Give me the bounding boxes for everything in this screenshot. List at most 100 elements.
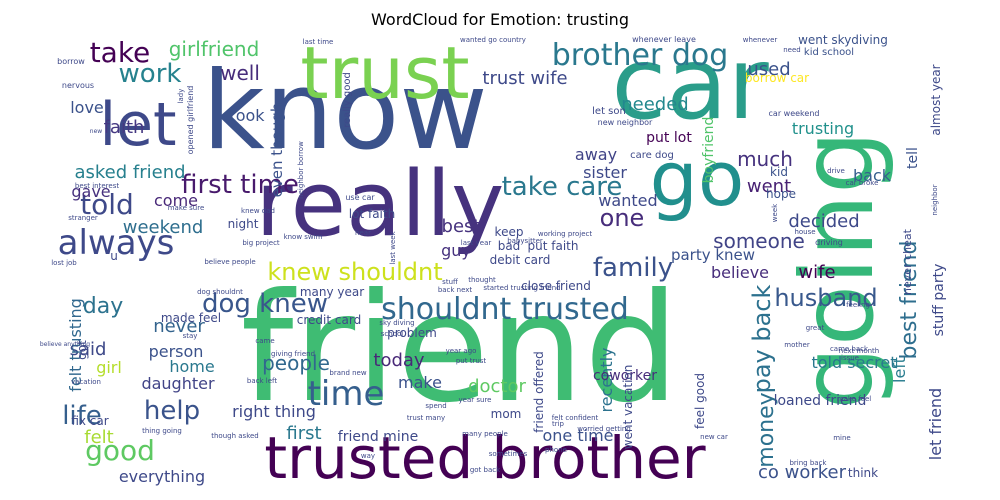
wordcloud-word: put trust [456,357,487,365]
wordcloud-word: dog knew [202,289,328,319]
wordcloud-word: stuff party [931,264,947,337]
wordcloud-word: got [75,340,89,360]
wordcloud-word: wanted [598,191,657,210]
wordcloud-word: driving [815,238,843,247]
wordcloud-word: mother [784,341,810,349]
wordcloud-word: people [262,351,330,375]
wordcloud-word: co worker [758,462,847,483]
wordcloud-word: credit card [297,313,361,327]
wordcloud-word: daughter [141,374,215,393]
wordcloud-word: started trusting friend [483,284,560,292]
wordcloud-word: nervous [62,81,94,90]
wordcloud-word: borrow [57,57,85,66]
wordcloud-word: bad [498,239,521,253]
wordcloud-word: whenever [743,36,778,44]
wordcloud-word: go [650,134,745,223]
wordcloud-word: opened girlfriend [186,86,195,155]
wordcloud-word: really [256,152,505,257]
wordcloud-word: coworker [593,368,657,384]
wordcloud-word: many people [462,430,508,438]
wordcloud-word: recently [597,347,616,412]
wordcloud-word: friend mine [338,429,418,445]
wordcloud-word: trust many [407,414,445,422]
wordcloud-word: almost year [929,64,943,135]
wordcloud-word: put faith [528,239,579,253]
wordcloud-word: much [737,147,793,171]
wordcloud-word: year ago [446,347,477,355]
wordcloud-word: take care [502,172,623,202]
wordcloud-word: went [747,176,791,197]
wordcloud-word: big project [242,239,280,247]
wordcloud-word: many year [300,285,364,299]
wordcloud-word: car weekend [769,109,820,118]
wordcloud-word: doctor [468,376,526,397]
wordcloud-word: used [747,59,790,80]
wordcloud-word: one [600,204,645,232]
wordcloud-word: came back [830,345,869,353]
wordcloud-word: know swim [284,233,323,241]
wordcloud-word: last time [303,38,334,46]
wordcloud-word: hear [355,229,371,237]
wordcloud-word: though asked [211,432,259,440]
wordcloud-word: even though [268,103,286,198]
wordcloud-word: made feel [161,311,221,325]
wordcloud-word: needed [621,94,688,115]
wordcloud-word: faith [104,117,145,138]
wordcloud-word: knew dad [241,207,275,215]
wordcloud-word: lady [177,89,185,104]
wordcloud-word: working project [538,230,593,238]
wordcloud-word: got back [470,466,501,474]
wordcloud-word: stuff [442,278,458,286]
wordcloud-word: whenever leave [632,35,696,44]
wordcloud-word: thought [468,276,496,284]
wordcloud-word: feel good [693,373,707,429]
wordcloud-word: believe [711,263,769,282]
wordcloud-word: best friend [897,241,922,360]
wordcloud-word: u [110,249,118,263]
wordcloud-word: someone [713,229,805,253]
wordcloud-word: everything [119,467,205,486]
wordcloud-word: home [169,357,214,376]
wordcloud-word: brother dog [552,38,729,73]
wordcloud-word: last week [389,230,397,264]
wordcloud-word: thing going [142,427,182,435]
wordcloud-word: felt confident [552,414,599,422]
wordcloud-word: giving friend [271,350,315,358]
wordcloud-word: first [286,423,321,444]
wordcloud-word: borrow car [745,71,809,85]
wordcloud-word: let [99,90,176,160]
wordcloud-word: bring back [789,459,827,467]
wordcloud-word: trust wife [482,68,567,89]
wordcloud-word: hope [766,187,796,201]
wordcloud-word: took [229,106,265,125]
wordcloud-word: help [144,396,200,426]
wordcloud-word: neighbor borrow [297,141,305,199]
wordcloud-word: friend [241,262,680,436]
wordcloud-word: best [442,216,481,237]
wordcloud-word: babysitter [507,237,543,245]
wordcloud-word: drive [827,167,845,175]
wordcloud-word: went vacation [621,365,635,450]
wordcloud-word: let son [592,106,626,117]
wordcloud-word: always [58,223,175,263]
wordcloud-word: phone [545,446,567,454]
wordcloud-word: boyfriend [701,117,717,184]
wordcloud-word: told [80,188,134,221]
wordcloud-word: trust [300,31,469,115]
wordcloud-word: brand new [329,369,366,377]
wordcloud-word: believe people [204,258,255,266]
wordcloud-word: know [202,49,487,174]
wordcloud-word: family [593,253,673,283]
wordcloud-word: mine [833,434,851,442]
wordcloud-word: close friend [521,279,591,293]
wordcloud-word: car broke [846,179,879,187]
wordcloud-word: sky diving [379,319,414,327]
wordcloud-word: take [90,36,151,69]
wordcloud-word: make feel [837,395,872,403]
wordcloud-word: school [381,330,403,338]
wordcloud-word: asked friend [74,162,185,183]
wordcloud-word: back left [247,377,277,385]
wordcloud-word: guy [441,241,471,260]
